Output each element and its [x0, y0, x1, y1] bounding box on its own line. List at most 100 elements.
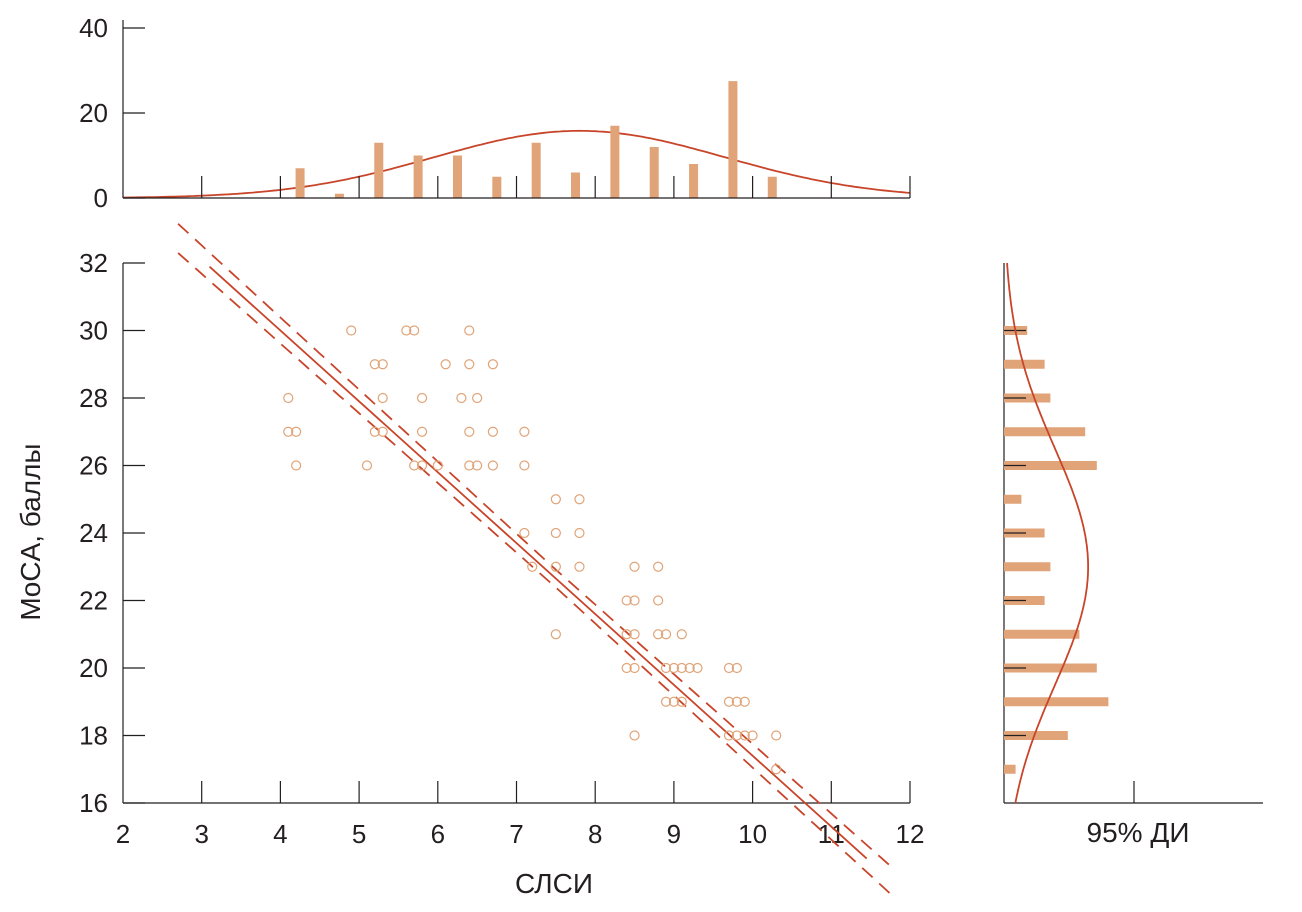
right-normal-curve [1006, 262, 1089, 804]
top-y-tick-label: 40 [79, 13, 108, 43]
data-point [668, 696, 680, 707]
regression-line [208, 266, 868, 860]
data-point [527, 561, 538, 572]
data-point [660, 696, 672, 707]
data-point [377, 392, 388, 404]
y-axis-title: MoCA, баллы [15, 443, 46, 620]
right-histogram-bar [1004, 562, 1051, 572]
data-point [684, 662, 695, 674]
data-point [723, 730, 735, 741]
y-tick-label: 16 [79, 788, 108, 818]
y-tick-label: 28 [79, 383, 108, 413]
data-point [660, 629, 672, 640]
right-histogram-bar [1004, 427, 1086, 437]
top-histogram-axes: 0 20 40 [79, 13, 911, 213]
top-histogram: 0 20 40 [79, 13, 911, 213]
data-point [291, 460, 302, 471]
right-histogram-bar [1004, 697, 1109, 707]
data-point [550, 561, 561, 572]
right-histogram-bar [1004, 764, 1016, 774]
right-normal-curve-layer [1006, 262, 1089, 804]
y-tick-label: 26 [79, 451, 108, 481]
data-point [629, 629, 640, 640]
data-point [416, 392, 428, 404]
top-histogram-bar [767, 176, 777, 198]
top-histogram-bar [374, 142, 384, 198]
top-normal-curve-layer [123, 129, 911, 199]
data-point [401, 325, 412, 336]
x-tick-label: 4 [273, 819, 287, 849]
data-point [377, 426, 388, 437]
top-histogram-bar [728, 81, 738, 198]
x-tick-label: 3 [194, 819, 208, 849]
right-histogram-bar [1004, 663, 1097, 673]
data-point [416, 426, 428, 437]
data-point [464, 426, 475, 437]
x-tick-label: 10 [738, 819, 767, 849]
y-tick-label: 18 [79, 721, 108, 751]
y-tick-label: 24 [79, 518, 108, 548]
top-histogram-bar [689, 164, 699, 198]
data-point [574, 527, 585, 539]
data-point [723, 662, 735, 674]
top-y-tick-label: 0 [94, 183, 108, 213]
data-point [676, 662, 687, 674]
data-point [519, 527, 530, 539]
data-point [472, 460, 483, 471]
right-histogram-bar [1004, 731, 1068, 740]
data-point [771, 730, 782, 741]
data-point [550, 629, 561, 640]
data-point [653, 561, 664, 572]
data-point [660, 662, 672, 674]
data-point [346, 325, 357, 336]
data-point [731, 696, 742, 707]
x-axis-title: СЛСИ [515, 868, 593, 899]
top-histogram-bar [531, 142, 541, 198]
data-point [747, 730, 758, 741]
y-tick-label: 32 [79, 248, 108, 278]
top-histogram-bar [413, 155, 423, 198]
data-point [464, 460, 475, 471]
data-point [550, 494, 561, 505]
data-point [409, 325, 420, 336]
regression-lines [177, 223, 895, 898]
right-histogram: 95% ДИ [1003, 262, 1263, 848]
top-histogram-bar [649, 147, 659, 198]
right-histogram-bar [1004, 461, 1097, 470]
top-histogram-bar [610, 125, 620, 198]
data-point [464, 359, 475, 370]
data-point [629, 595, 640, 606]
data-point [361, 460, 373, 471]
data-point [621, 629, 632, 640]
data-point [723, 696, 735, 707]
x-tick-label: 8 [588, 819, 602, 849]
right-histogram-bar [1004, 629, 1080, 639]
data-point [550, 527, 561, 539]
data-point [432, 460, 443, 471]
data-point [692, 662, 703, 674]
data-point [739, 696, 750, 707]
data-point [409, 460, 420, 471]
right-histogram-bar [1004, 393, 1051, 403]
data-point [731, 730, 742, 741]
top-histogram-bar [295, 168, 305, 198]
data-point [487, 460, 498, 471]
data-point [574, 561, 585, 572]
data-point [487, 359, 498, 370]
top-histogram-bar [571, 172, 581, 198]
data-point [676, 629, 687, 640]
x-tick-label: 5 [352, 819, 366, 849]
data-point [629, 561, 640, 572]
data-point [377, 359, 388, 370]
data-point [369, 426, 380, 437]
y-tick-label: 22 [79, 586, 108, 616]
data-point [731, 662, 742, 674]
y-tick-label: 20 [79, 653, 108, 683]
data-point [653, 595, 664, 606]
top-histogram-bar [334, 193, 344, 198]
data-point [291, 426, 302, 437]
ci-lower-line [177, 252, 895, 898]
